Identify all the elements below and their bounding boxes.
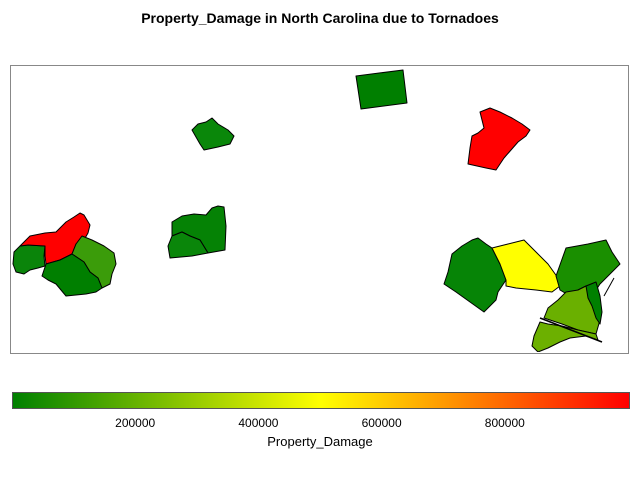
legend-tick-label: 600000	[361, 416, 402, 430]
region-ne-1	[467, 107, 531, 171]
coastline-detail	[539, 317, 603, 343]
region-ep-5	[543, 285, 601, 335]
legend-tick-label: 200000	[115, 416, 156, 430]
legend-tick-label: 800000	[484, 416, 525, 430]
region-pd-3	[167, 231, 209, 259]
region-pd-4	[355, 69, 408, 110]
region-ep-1	[443, 237, 507, 313]
region-wn-4	[41, 253, 103, 297]
coastline-detail	[603, 277, 615, 297]
region-ep-6	[585, 281, 603, 325]
map-title: Property_Damage in North Carolina due to…	[141, 10, 499, 26]
color-ramp-legend	[12, 392, 630, 409]
legend-tick-label: 400000	[238, 416, 279, 430]
region-ep-2	[491, 239, 561, 293]
map-frame	[10, 65, 629, 354]
region-wn-2	[12, 244, 46, 275]
region-wn-1	[19, 212, 91, 265]
legend-label: Property_Damage	[267, 434, 373, 449]
region-ep-3	[555, 239, 621, 297]
region-pd-1	[191, 117, 235, 151]
region-ep-4	[531, 321, 599, 352]
